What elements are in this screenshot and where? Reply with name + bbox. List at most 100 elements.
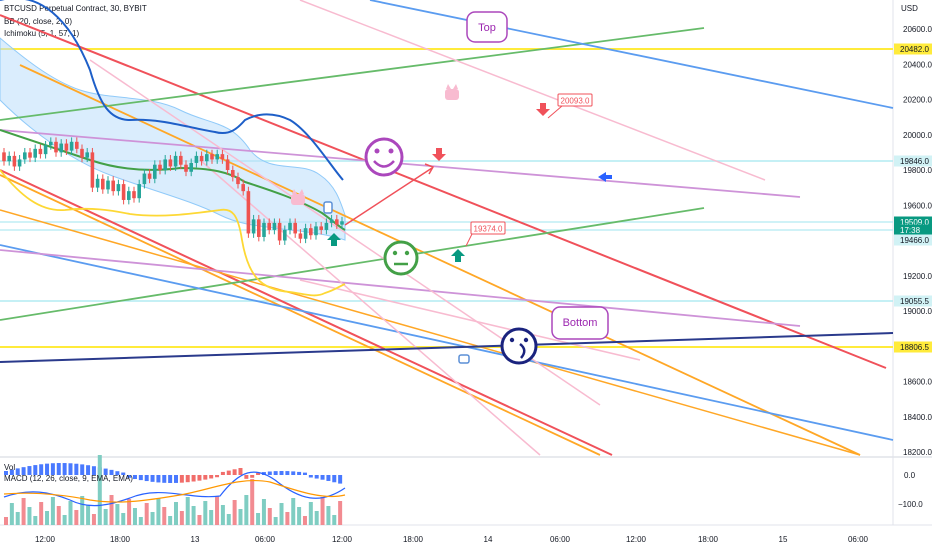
price-axis[interactable]: USD 20600.020400.020200.020000.019800.01… bbox=[894, 4, 932, 457]
candle-body[interactable] bbox=[220, 154, 225, 160]
candle-body[interactable] bbox=[283, 229, 287, 241]
bb-indicator-label[interactable]: BB (20, close, 2, 0) bbox=[4, 17, 73, 26]
candle-body[interactable] bbox=[12, 155, 17, 167]
candle-body[interactable] bbox=[163, 159, 167, 170]
candle-body[interactable] bbox=[23, 152, 27, 160]
candle-body[interactable] bbox=[28, 152, 32, 158]
trendline-orange-2[interactable] bbox=[0, 174, 601, 456]
candle-body[interactable] bbox=[303, 228, 308, 239]
candle-body[interactable] bbox=[189, 162, 193, 172]
candle-body[interactable] bbox=[293, 222, 297, 234]
trendline-green-2[interactable] bbox=[0, 207, 705, 321]
time-axis[interactable]: 12:00 18:00 13 06:00 12:00 18:00 14 06:00 12:00 1… bbox=[35, 535, 869, 544]
macd-label[interactable]: MACD (12, 26, close, 9, EMA, EMA) bbox=[4, 474, 133, 483]
candle-body[interactable] bbox=[38, 148, 43, 155]
candle-body[interactable] bbox=[64, 143, 69, 151]
candle-body[interactable] bbox=[309, 228, 313, 236]
candle-body[interactable] bbox=[314, 226, 318, 236]
bottom-callout[interactable]: Bottom bbox=[551, 306, 609, 340]
candle-body[interactable] bbox=[80, 148, 84, 158]
candle-body[interactable] bbox=[101, 178, 105, 190]
price-badge[interactable] bbox=[894, 234, 932, 246]
trendline-pink-1[interactable] bbox=[299, 0, 766, 181]
arrow-up-icon[interactable] bbox=[327, 233, 341, 246]
candle-body[interactable] bbox=[262, 222, 266, 237]
candle-body[interactable] bbox=[215, 154, 219, 160]
candle-body[interactable] bbox=[106, 180, 110, 190]
candle-body[interactable] bbox=[7, 155, 11, 162]
candle-body[interactable] bbox=[298, 233, 303, 239]
candle-body[interactable] bbox=[142, 173, 147, 185]
candle-body[interactable] bbox=[194, 155, 199, 163]
candle-body[interactable] bbox=[329, 219, 334, 223]
candle-series[interactable] bbox=[2, 137, 344, 245]
candle-body[interactable] bbox=[272, 222, 277, 230]
lower-pane[interactable] bbox=[3, 455, 346, 525]
trendline-red-1[interactable] bbox=[0, 14, 887, 369]
candle-body[interactable] bbox=[335, 219, 339, 225]
candle-body[interactable] bbox=[33, 148, 37, 158]
candle-body[interactable] bbox=[54, 141, 58, 153]
candle-body[interactable] bbox=[116, 184, 121, 192]
candle-body[interactable] bbox=[147, 173, 152, 179]
candle-body[interactable] bbox=[153, 164, 157, 179]
signal-markers[interactable] bbox=[327, 103, 612, 262]
candle-body[interactable] bbox=[205, 154, 209, 162]
ichimoku-indicator-label[interactable]: Ichimoku (5, 1, 57, 1) bbox=[4, 29, 80, 38]
candle-body[interactable] bbox=[158, 164, 162, 170]
trendline-pink-4[interactable] bbox=[299, 279, 641, 361]
arrow-left-icon[interactable] bbox=[598, 172, 606, 182]
candle-body[interactable] bbox=[17, 159, 22, 167]
candle-body[interactable] bbox=[43, 145, 48, 155]
arrow-down-icon[interactable] bbox=[536, 103, 550, 116]
trendline-orange-3[interactable] bbox=[0, 209, 861, 456]
candle-body[interactable] bbox=[319, 226, 323, 230]
price-callout-20093[interactable]: 20093.0 bbox=[547, 93, 593, 119]
candle-body[interactable] bbox=[90, 152, 95, 188]
candle-body[interactable] bbox=[173, 155, 178, 167]
arrow-up-icon[interactable] bbox=[451, 249, 465, 262]
trendline-orange-1[interactable] bbox=[19, 64, 861, 456]
candle-body[interactable] bbox=[111, 180, 115, 192]
candle-body[interactable] bbox=[236, 177, 240, 185]
trendline-blue-2[interactable] bbox=[0, 244, 894, 441]
trendline-pink-3[interactable] bbox=[199, 159, 541, 456]
candle-body[interactable] bbox=[241, 184, 245, 192]
neutral-face-icon[interactable] bbox=[383, 240, 419, 276]
price-badge[interactable] bbox=[894, 43, 932, 55]
candle-body[interactable] bbox=[132, 191, 136, 199]
projection-line[interactable] bbox=[344, 167, 433, 226]
vol-label[interactable]: Vol bbox=[4, 463, 15, 472]
candle-body[interactable] bbox=[277, 222, 282, 241]
price-badge[interactable] bbox=[894, 155, 932, 167]
candle-body[interactable] bbox=[59, 143, 63, 153]
symbol-title[interactable]: BTCUSD Perpetual Contract, 30, BYBIT bbox=[4, 4, 147, 13]
price-badge[interactable] bbox=[894, 341, 932, 353]
candle-body[interactable] bbox=[85, 152, 89, 158]
price-badge[interactable] bbox=[894, 216, 932, 228]
candle-body[interactable] bbox=[225, 159, 230, 170]
top-callout[interactable]: Top bbox=[466, 11, 508, 43]
candle-body[interactable] bbox=[267, 222, 271, 230]
candle-body[interactable] bbox=[324, 222, 329, 230]
candle-body[interactable] bbox=[257, 219, 261, 237]
candle-body[interactable] bbox=[210, 154, 214, 160]
candle-body[interactable] bbox=[137, 184, 141, 199]
candle-body[interactable] bbox=[75, 141, 79, 149]
candle-body[interactable] bbox=[199, 155, 204, 162]
arrow-down-icon[interactable] bbox=[432, 148, 446, 161]
price-callout-19374[interactable]: 19374.0 bbox=[465, 221, 506, 247]
candle-body[interactable] bbox=[179, 155, 183, 165]
candle-body[interactable] bbox=[231, 170, 235, 178]
candle-body[interactable] bbox=[69, 141, 74, 151]
trendline-blue-1[interactable] bbox=[369, 0, 894, 109]
candle-body[interactable] bbox=[49, 141, 53, 146]
candle-body[interactable] bbox=[2, 152, 6, 162]
price-badge[interactable] bbox=[894, 224, 932, 236]
trend-lines[interactable] bbox=[0, 0, 894, 456]
candle-body[interactable] bbox=[340, 221, 344, 225]
candle-body[interactable] bbox=[127, 191, 131, 200]
price-badge[interactable] bbox=[894, 295, 932, 307]
candle-body[interactable] bbox=[288, 222, 292, 230]
